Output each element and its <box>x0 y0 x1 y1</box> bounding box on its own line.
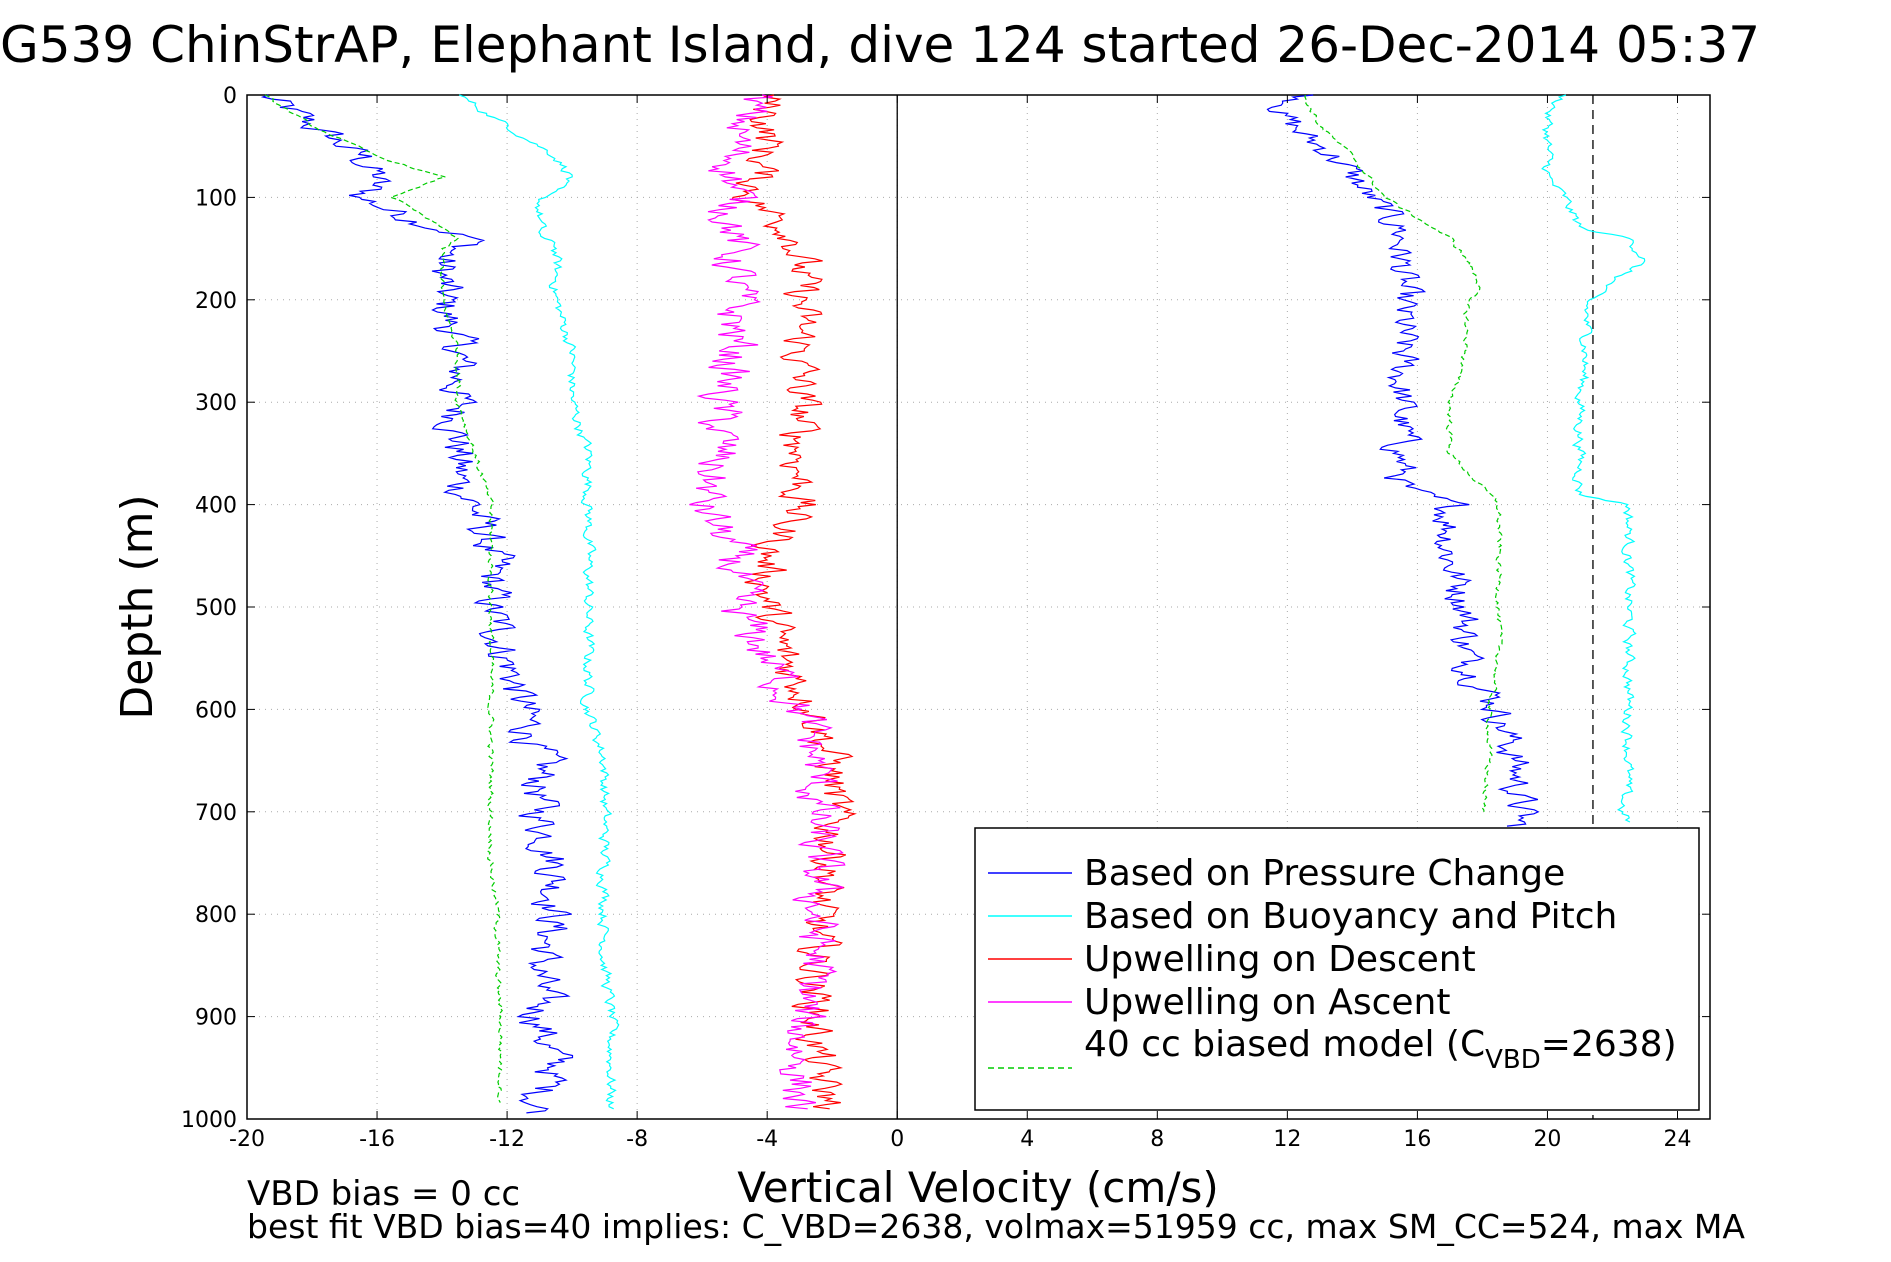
y-tick-label: 200 <box>195 289 237 314</box>
data-series <box>260 94 1646 1114</box>
y-tick-label: 400 <box>195 494 237 519</box>
x-tick-label: -20 <box>229 1127 265 1152</box>
annotation-vbd-bias: VBD bias = 0 cc <box>247 1174 520 1214</box>
x-tick-label: 0 <box>890 1127 904 1152</box>
x-axis-label: Vertical Velocity (cm/s) <box>737 1163 1218 1212</box>
series-line <box>1266 94 1540 827</box>
x-tick-label: 8 <box>1150 1127 1164 1152</box>
legend-label: Based on Pressure Change <box>1084 853 1565 894</box>
y-tick-label: 700 <box>195 801 237 826</box>
series-line <box>731 94 857 1110</box>
reference-lines <box>896 95 1594 1119</box>
y-axis-label: Depth (m) <box>112 494 163 719</box>
x-tick-label: -8 <box>626 1127 648 1152</box>
y-tick-label: 500 <box>195 596 237 621</box>
axis-ticks: -20 -16 -12 -8 -4 0 4 8 12 16 20 24 0 100 200 300 400 500… <box>181 84 1710 1152</box>
x-tick-label: -12 <box>489 1127 525 1152</box>
y-tick-label: 800 <box>195 903 237 928</box>
x-tick-label: -16 <box>359 1127 395 1152</box>
x-tick-label: 12 <box>1273 1127 1301 1152</box>
annotation-best-fit: best fit VBD bias=40 implies: C_VBD=2638… <box>247 1207 1745 1246</box>
x-tick-label: 16 <box>1403 1127 1431 1152</box>
x-tick-label: 20 <box>1533 1127 1561 1152</box>
series-line <box>260 94 574 1114</box>
legend-label: Based on Buoyancy and Pitch <box>1084 896 1617 937</box>
y-tick-label: 900 <box>195 1006 237 1031</box>
y-tick-label: 100 <box>195 186 237 211</box>
chart-title: G539 ChinStrAP, Elephant Island, dive 12… <box>0 16 1760 74</box>
legend-box <box>974 827 1700 1111</box>
x-tick-label: 24 <box>1663 1127 1691 1152</box>
y-tick-label: 300 <box>195 391 237 416</box>
series-line <box>264 94 503 1103</box>
y-tick-label: 600 <box>195 698 237 723</box>
y-tick-label: 0 <box>223 84 237 109</box>
series-line <box>1304 94 1503 812</box>
series-line <box>459 94 620 1110</box>
x-tick-label: -4 <box>756 1127 778 1152</box>
legend-label: Upwelling on Ascent <box>1084 982 1450 1023</box>
x-tick-label: 4 <box>1020 1127 1034 1152</box>
legend-label: 40 cc biased model (CVBD=2638) <box>1084 1024 1677 1075</box>
series-line <box>689 94 846 1110</box>
series-line <box>1541 94 1646 823</box>
legend-label: Upwelling on Descent <box>1084 939 1476 980</box>
y-tick-label: 1000 <box>181 1108 237 1133</box>
